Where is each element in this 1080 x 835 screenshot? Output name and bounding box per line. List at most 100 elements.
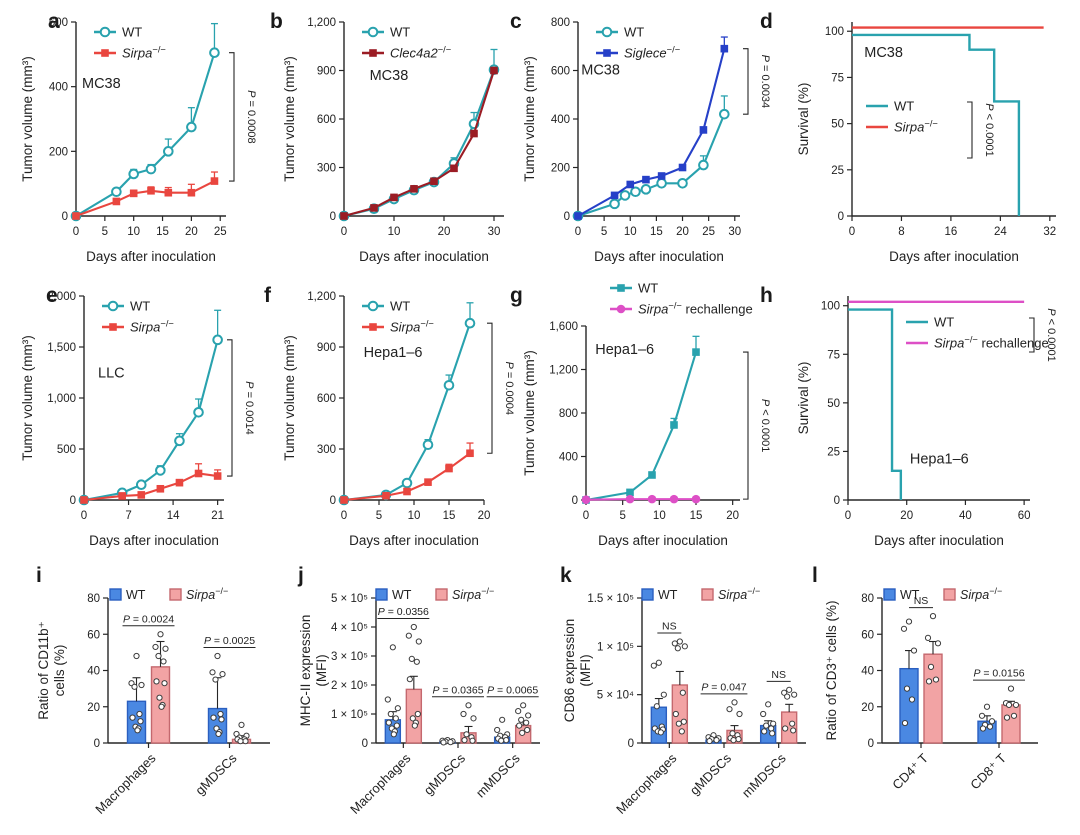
svg-text:gMDSCs: gMDSCs [192, 750, 240, 798]
svg-text:Sirpa−/−: Sirpa−/− [718, 586, 760, 602]
panel-d-survival-mc38: 0 8 16 24 32 0 25 50 75 100 Days after inoculation… [790, 4, 1074, 275]
panel-a-tumor-volume-mc38-sirpa: 0 5 10 15 20 25 0 200 400 600 Days after inoculati… [14, 4, 266, 275]
svg-text:P = 0.0356: P = 0.0356 [378, 606, 429, 618]
svg-text:3 × 10⁵: 3 × 10⁵ [331, 651, 368, 663]
svg-text:Sirpa−/−: Sirpa−/− [130, 319, 174, 335]
svg-text:0: 0 [564, 211, 570, 223]
svg-text:WT: WT [390, 299, 410, 314]
svg-text:30: 30 [488, 226, 501, 238]
svg-text:25: 25 [702, 226, 715, 238]
svg-text:0: 0 [849, 226, 855, 238]
svg-text:Tumor volume (mm³): Tumor volume (mm³) [282, 335, 297, 461]
svg-text:WT: WT [122, 25, 142, 40]
svg-text:0: 0 [94, 738, 100, 750]
svg-text:900: 900 [317, 342, 336, 354]
svg-text:Hepa1–6: Hepa1–6 [910, 451, 969, 467]
panel-g-tumor-volume-rechallenge: 0 5 10 15 20 0 400 800 1,200 1,600 Days after inoc… [516, 278, 786, 559]
svg-text:P < 0.0001: P < 0.0001 [983, 103, 995, 157]
svg-text:Clec4a2−/−: Clec4a2−/− [390, 45, 451, 61]
svg-text:100: 100 [821, 301, 840, 313]
svg-text:1,000: 1,000 [47, 393, 76, 405]
svg-text:600: 600 [317, 393, 336, 405]
svg-text:0: 0 [341, 226, 347, 238]
svg-text:gMDSCs: gMDSCs [421, 750, 469, 798]
svg-text:20: 20 [900, 510, 913, 522]
svg-text:P = 0.0034: P = 0.0034 [759, 55, 771, 109]
svg-text:15: 15 [443, 510, 456, 522]
panel-letter-i: i [36, 564, 42, 587]
svg-text:1,200: 1,200 [307, 291, 336, 303]
svg-text:60: 60 [87, 629, 100, 641]
svg-text:200: 200 [49, 146, 68, 158]
svg-text:0: 0 [834, 495, 840, 507]
svg-text:Days after inoculation: Days after inoculation [349, 533, 479, 548]
chart-g: 0 5 10 15 20 0 400 800 1,200 1,600 Days after inoc… [522, 281, 771, 549]
svg-text:10: 10 [653, 510, 666, 522]
svg-text:Sirpa−/− rechallenge: Sirpa−/− rechallenge [934, 335, 1049, 351]
svg-text:Tumor volume (mm³): Tumor volume (mm³) [20, 56, 35, 182]
svg-text:10: 10 [408, 510, 421, 522]
svg-text:75: 75 [827, 349, 840, 361]
svg-text:400: 400 [551, 114, 570, 126]
svg-text:80: 80 [861, 593, 874, 605]
svg-text:8: 8 [898, 226, 904, 238]
svg-text:0: 0 [845, 510, 851, 522]
svg-text:100: 100 [825, 26, 844, 38]
panel-letter-h: h [760, 284, 773, 307]
svg-text:75: 75 [831, 72, 844, 84]
panel-letter-a: a [48, 10, 60, 33]
svg-text:20: 20 [861, 702, 874, 714]
panel-c-tumor-volume-mc38-siglece: 0 5 10 15 20 25 30 0 200 400 600 800 Days after inoc… [516, 4, 786, 275]
svg-text:Survival (%): Survival (%) [796, 362, 811, 435]
panel-letter-c: c [510, 10, 522, 33]
svg-text:MC38: MC38 [82, 76, 121, 92]
svg-text:20: 20 [87, 702, 100, 714]
svg-text:5: 5 [601, 226, 607, 238]
svg-text:25: 25 [827, 446, 840, 458]
svg-text:200: 200 [551, 163, 570, 175]
chart-h: 0 20 40 60 0 25 50 75 100 Days after inoculation S… [796, 296, 1057, 548]
svg-text:25: 25 [831, 165, 844, 177]
svg-text:Days after inoculation: Days after inoculation [874, 533, 1004, 548]
chart-e: 0 7 14 21 0 500 1,000 1,500 2,000 Days after inoc… [20, 291, 255, 548]
svg-text:2 × 10⁵: 2 × 10⁵ [331, 680, 368, 692]
svg-text:MC38: MC38 [581, 62, 620, 78]
svg-text:mMDSCs: mMDSCs [739, 750, 789, 800]
svg-text:7: 7 [125, 510, 131, 522]
svg-text:0: 0 [575, 226, 581, 238]
svg-text:P < 0.0001: P < 0.0001 [759, 399, 771, 453]
chart-d: 0 8 16 24 32 0 25 50 75 100 Days after inoculation… [796, 22, 1056, 264]
svg-text:Days after inoculation: Days after inoculation [89, 533, 219, 548]
svg-text:400: 400 [559, 452, 578, 464]
chart-c: 0 5 10 15 20 25 30 0 200 400 600 800 Days after inoc… [522, 17, 771, 264]
svg-text:Days after inoculation: Days after inoculation [889, 249, 1019, 264]
svg-text:24: 24 [994, 226, 1007, 238]
svg-text:WT: WT [624, 25, 644, 40]
panel-b-tumor-volume-mc38-clec4a2: 0 10 20 30 0 300 600 900 1,200 Days after inocula… [276, 4, 528, 275]
svg-text:20: 20 [726, 510, 739, 522]
svg-text:60: 60 [861, 629, 874, 641]
svg-text:P = 0.0065: P = 0.0065 [487, 684, 538, 696]
svg-text:Sirpa−/−: Sirpa−/− [186, 586, 228, 602]
svg-text:4 × 10⁵: 4 × 10⁵ [331, 622, 368, 634]
svg-text:5: 5 [619, 510, 625, 522]
svg-text:0: 0 [341, 510, 347, 522]
svg-text:25: 25 [214, 226, 227, 238]
chart-f: 0 5 10 15 20 0 300 600 900 1,200 Days after inocul… [282, 291, 515, 548]
svg-text:600: 600 [551, 66, 570, 78]
chart-a: 0 5 10 15 20 25 0 200 400 600 Days after inoculati… [20, 17, 257, 264]
svg-text:30: 30 [728, 226, 741, 238]
svg-text:P = 0.0156: P = 0.0156 [973, 668, 1024, 680]
svg-text:Sirpa−/−: Sirpa−/− [390, 319, 434, 335]
svg-text:P = 0.0004: P = 0.0004 [503, 361, 515, 415]
svg-text:300: 300 [317, 163, 336, 175]
panel-i-cd11b-ratio-bars: 0 20 40 60 80 Ratio of CD11b⁺ cells (%) P = 0.0… [30, 558, 282, 835]
svg-text:P < 0.0001: P < 0.0001 [1045, 308, 1057, 362]
svg-text:WT: WT [934, 315, 954, 330]
panel-letter-d: d [760, 10, 773, 33]
svg-text:LLC: LLC [98, 366, 125, 382]
svg-text:0: 0 [838, 211, 844, 223]
svg-text:(MFI): (MFI) [578, 654, 593, 686]
svg-text:1 × 10⁵: 1 × 10⁵ [331, 709, 368, 721]
